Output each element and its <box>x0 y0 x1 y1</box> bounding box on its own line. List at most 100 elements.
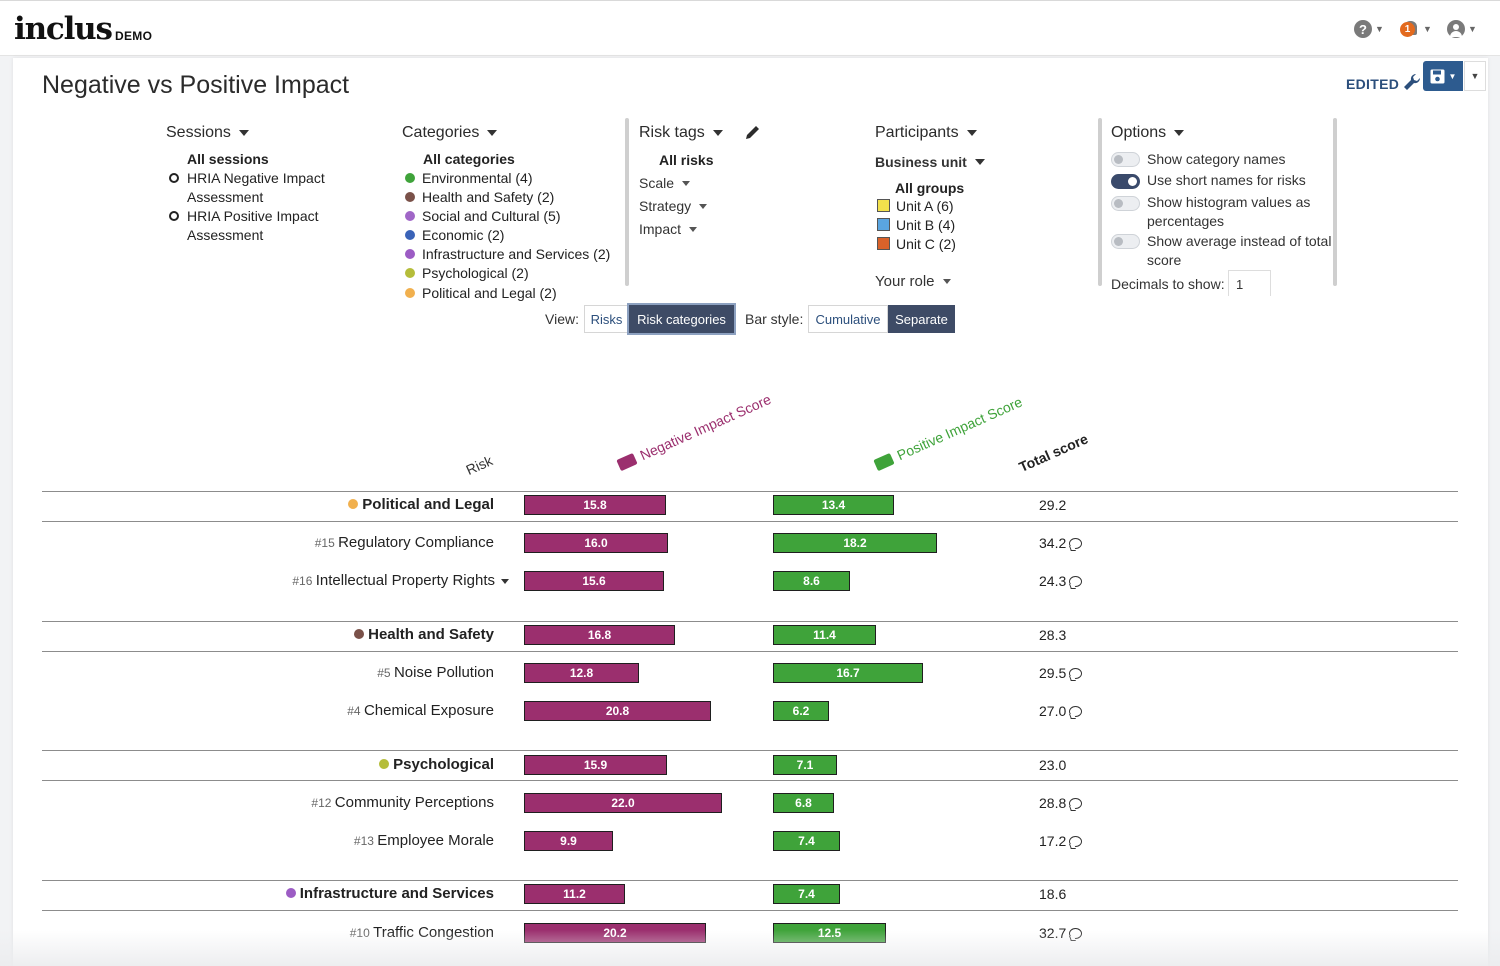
chevron-down-icon: ▼ <box>1468 24 1477 34</box>
caret-down-icon <box>942 279 951 284</box>
view-risks-button[interactable]: Risks <box>584 305 629 333</box>
comment-icon[interactable] <box>1069 537 1083 549</box>
user-icon <box>1447 20 1465 38</box>
view-risk-categories-button[interactable]: Risk categories <box>629 305 734 333</box>
toggle-average-score[interactable] <box>1111 234 1140 249</box>
option-label: score <box>1147 252 1182 268</box>
positive-score-bar[interactable]: 16.7 <box>773 663 923 683</box>
categories-scrollbar[interactable] <box>625 118 629 286</box>
page-title: Negative vs Positive Impact <box>42 71 350 99</box>
comment-icon[interactable] <box>1069 667 1083 679</box>
notifications-menu[interactable]: 1 ▼ <box>1400 18 1432 40</box>
participants-dropdown[interactable]: Participants <box>875 124 977 142</box>
positive-score-bar[interactable]: 6.2 <box>773 701 829 721</box>
risk-row-label[interactable]: #15 Regulatory Compliance <box>314 534 494 551</box>
risk-row-label[interactable]: #5 Noise Pollution <box>377 664 494 681</box>
pencil-icon[interactable] <box>744 124 761 141</box>
all-groups-option[interactable]: All groups <box>895 180 965 196</box>
session-option-1-line2[interactable]: Assessment <box>187 189 264 205</box>
positive-score-bar[interactable]: 6.8 <box>773 793 834 813</box>
more-dropdown[interactable]: ▼ <box>1464 61 1486 91</box>
category-item-economic[interactable]: Economic (2) <box>405 226 620 245</box>
participants-heading: Participants <box>875 124 959 141</box>
session-radio-icon[interactable] <box>169 173 179 183</box>
caret-down-icon[interactable] <box>501 579 509 584</box>
risk-row-label[interactable]: #13 Employee Morale <box>353 832 494 849</box>
risk-row-label[interactable]: #12 Community Perceptions <box>311 794 494 811</box>
toggle-histogram-percentages[interactable] <box>1111 196 1140 211</box>
category-item-psychological[interactable]: Psychological (2) <box>405 264 620 283</box>
decimals-input[interactable]: 1 <box>1228 270 1271 296</box>
tag-scale-dropdown[interactable]: Scale <box>639 175 691 191</box>
positive-score-bar[interactable]: 8.6 <box>773 571 850 591</box>
risk-row-label[interactable]: #4 Chemical Exposure <box>347 702 494 719</box>
caret-down-icon <box>966 130 977 136</box>
negative-score-bar[interactable]: 15.8 <box>524 495 666 515</box>
notification-badge: 1 <box>1400 22 1415 37</box>
bar-style-separate-button[interactable]: Separate <box>888 305 955 333</box>
positive-score-bar[interactable]: 7.4 <box>773 831 840 851</box>
session-radio-icon[interactable] <box>169 211 179 221</box>
all-sessions-option[interactable]: All sessions <box>187 151 269 167</box>
category-item-social-cultural[interactable]: Social and Cultural (5) <box>405 207 620 226</box>
category-dot <box>405 211 415 222</box>
session-option-2-line1[interactable]: HRIA Positive Impact <box>187 208 319 224</box>
help-menu[interactable]: ? ▼ <box>1354 18 1384 40</box>
group-unit-c[interactable]: Unit C (2) <box>877 235 956 254</box>
positive-score-bar[interactable]: 18.2 <box>773 533 937 553</box>
category-row-label[interactable]: Psychological <box>379 756 494 773</box>
options-scrollbar[interactable] <box>1333 118 1337 286</box>
category-item-environmental[interactable]: Environmental (4) <box>405 169 620 188</box>
comment-icon[interactable] <box>1069 705 1083 717</box>
sessions-dropdown[interactable]: Sessions <box>166 124 249 142</box>
positive-score-bar[interactable]: 11.4 <box>773 625 876 645</box>
negative-score-bar[interactable]: 15.6 <box>524 571 664 591</box>
negative-score-bar[interactable]: 22.0 <box>524 793 722 813</box>
category-row-label[interactable]: Political and Legal <box>348 496 494 513</box>
risk-tags-dropdown[interactable]: Risk tags <box>639 124 723 142</box>
group-unit-a[interactable]: Unit A (6) <box>877 197 954 216</box>
comment-icon[interactable] <box>1069 835 1083 847</box>
categories-dropdown[interactable]: Categories <box>402 124 498 142</box>
toggle-show-category-names[interactable] <box>1111 152 1140 167</box>
business-unit-dropdown[interactable]: Business unit <box>875 154 985 170</box>
participants-scrollbar[interactable] <box>1098 118 1102 286</box>
all-categories-option[interactable]: All categories <box>423 151 515 167</box>
category-row-label[interactable]: Health and Safety <box>354 626 494 643</box>
session-option-1-line1[interactable]: HRIA Negative Impact <box>187 170 325 186</box>
positive-score-bar[interactable]: 13.4 <box>773 495 894 515</box>
negative-score-bar[interactable]: 20.8 <box>524 701 711 721</box>
negative-score-bar[interactable]: 12.8 <box>524 663 639 683</box>
save-button[interactable]: ▼ <box>1423 61 1463 91</box>
session-option-2-line2[interactable]: Assessment <box>187 227 264 243</box>
category-item-health-safety[interactable]: Health and Safety (2) <box>405 188 620 207</box>
all-risks-option[interactable]: All risks <box>659 152 714 168</box>
negative-score-bar[interactable]: 15.9 <box>524 755 667 775</box>
app-logo[interactable]: inclus <box>14 11 113 47</box>
comment-icon[interactable] <box>1069 797 1083 809</box>
negative-score-bar[interactable]: 11.2 <box>524 884 625 904</box>
group-unit-b[interactable]: Unit B (4) <box>877 216 955 235</box>
user-menu[interactable]: ▼ <box>1447 18 1477 40</box>
positive-score-bar[interactable]: 7.1 <box>773 755 837 775</box>
wrench-icon[interactable] <box>1402 72 1422 92</box>
tag-impact-dropdown[interactable]: Impact <box>639 221 698 237</box>
category-row-label[interactable]: Infrastructure and Services <box>285 885 494 902</box>
floppy-disk-icon <box>1430 69 1445 83</box>
negative-score-bar[interactable]: 16.8 <box>524 625 675 645</box>
options-dropdown[interactable]: Options <box>1111 124 1185 142</box>
negative-score-bar[interactable]: 16.0 <box>524 533 668 553</box>
negative-score-bar[interactable]: 9.9 <box>524 831 613 851</box>
your-role-dropdown[interactable]: Your role <box>875 273 951 290</box>
comment-icon[interactable] <box>1069 575 1083 587</box>
caret-down-icon <box>238 130 249 136</box>
risk-row-label[interactable]: #16 Intellectual Property Rights <box>292 572 509 589</box>
bar-style-cumulative-button[interactable]: Cumulative <box>808 305 888 333</box>
row-divider <box>42 910 1458 911</box>
help-icon: ? <box>1354 20 1372 38</box>
tag-strategy-dropdown[interactable]: Strategy <box>639 198 708 214</box>
positive-score-bar[interactable]: 7.4 <box>773 884 840 904</box>
category-item-infrastructure[interactable]: Infrastructure and Services (2) <box>405 245 620 264</box>
toggle-short-names[interactable] <box>1111 174 1140 189</box>
category-item-political-legal[interactable]: Political and Legal (2) <box>405 284 620 303</box>
